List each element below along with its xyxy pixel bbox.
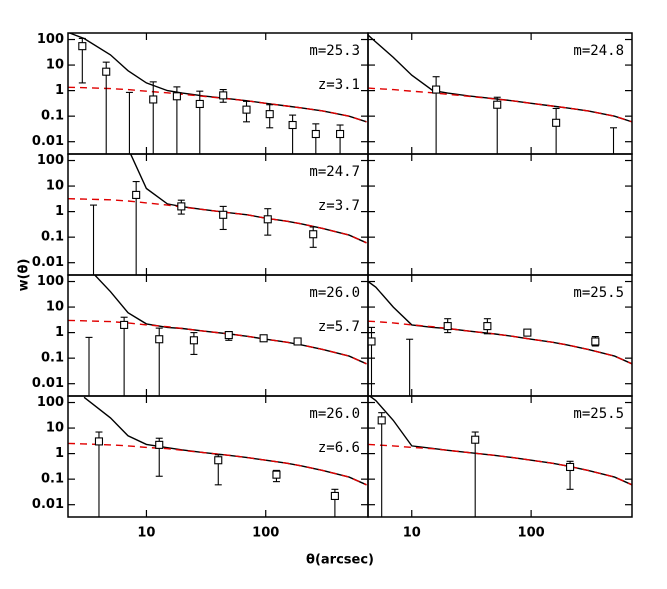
model-line <box>68 442 367 486</box>
model-line <box>368 280 632 365</box>
y-tick-label: 1 <box>55 83 64 98</box>
y-axis-label: w(θ) <box>17 259 32 292</box>
panel-annotation: z=3.7 <box>318 198 360 214</box>
y-tick-label: 10 <box>46 179 64 194</box>
y-tick-label: 100 <box>37 153 64 168</box>
y-tick-label: 1 <box>55 325 64 340</box>
data-point <box>432 85 441 94</box>
data-point <box>102 67 111 76</box>
data-point <box>483 322 492 331</box>
x-tick-label: 10 <box>137 526 155 541</box>
panel <box>68 154 367 275</box>
data-point <box>311 129 320 139</box>
data-point <box>189 336 198 345</box>
data-point <box>177 202 186 211</box>
y-tick-label: 100 <box>37 274 64 289</box>
data-point <box>132 190 141 199</box>
data-point <box>377 416 386 425</box>
panel <box>68 33 367 154</box>
data-point <box>493 100 502 109</box>
data-point <box>265 110 274 119</box>
model-line <box>68 86 367 123</box>
y-tick-label: 10 <box>46 300 64 315</box>
x-tick-label: 100 <box>518 526 545 541</box>
data-point <box>330 491 339 501</box>
panel <box>368 280 632 396</box>
panel-frame <box>367 153 633 276</box>
panel-annotation: z=3.1 <box>318 77 360 93</box>
data-point <box>523 328 532 337</box>
data-point <box>149 95 158 104</box>
data-point <box>288 120 297 130</box>
data-point <box>78 42 87 51</box>
model-line <box>368 34 632 123</box>
model-line <box>368 443 632 486</box>
data-point <box>155 335 164 344</box>
panel-annotation: z=5.7 <box>318 319 360 335</box>
y-tick-label: 0.01 <box>32 376 64 391</box>
y-tick-label: 0.01 <box>32 134 64 149</box>
data-point <box>309 230 318 239</box>
y-tick-label: 100 <box>37 32 64 47</box>
data-point <box>219 210 228 219</box>
panel-annotation: m=25.5 <box>573 406 624 422</box>
data-point <box>224 331 233 340</box>
data-point <box>94 437 104 446</box>
data-point <box>214 456 223 465</box>
data-point <box>293 337 302 346</box>
panel <box>368 396 632 517</box>
panel <box>368 34 632 154</box>
data-point <box>443 322 452 331</box>
panel-annotation: z=6.6 <box>318 440 360 456</box>
data-point <box>552 118 561 127</box>
x-tick-label: 10 <box>403 526 421 541</box>
panel-annotation: m=26.0 <box>309 285 360 301</box>
y-tick-label: 0.01 <box>32 255 64 270</box>
data-point <box>259 334 268 343</box>
panel <box>68 396 367 517</box>
panel-annotation: m=25.3 <box>309 43 360 59</box>
panel-annotation: m=24.7 <box>309 164 360 180</box>
panel <box>68 275 367 396</box>
model-line <box>368 396 632 486</box>
y-tick-label: 0.1 <box>41 109 64 124</box>
y-tick-label: 1 <box>55 204 64 219</box>
data-point <box>242 105 251 114</box>
data-point <box>195 99 204 109</box>
panel-frame <box>367 395 633 518</box>
data-point <box>172 92 181 101</box>
model-line <box>93 275 367 365</box>
panel-annotation: m=25.5 <box>573 285 624 301</box>
x-axis-label: θ(arcsec) <box>306 553 374 568</box>
model-line <box>129 154 367 244</box>
data-point <box>591 337 600 346</box>
y-tick-label: 0.1 <box>41 472 64 487</box>
data-point <box>120 320 129 329</box>
data-point <box>336 129 345 139</box>
data-point <box>155 440 164 449</box>
panel-annotation: m=26.0 <box>309 406 360 422</box>
model-line <box>68 198 367 244</box>
y-tick-label: 0.1 <box>41 351 64 366</box>
y-tick-label: 10 <box>46 58 64 73</box>
data-point <box>368 337 376 346</box>
data-point <box>471 435 480 444</box>
panel-annotation: m=24.8 <box>573 43 624 59</box>
y-tick-label: 0.01 <box>32 497 64 512</box>
data-point <box>219 91 228 100</box>
y-tick-label: 10 <box>46 421 64 436</box>
data-point <box>566 462 575 472</box>
data-point <box>263 215 272 224</box>
x-tick-label: 100 <box>252 526 279 541</box>
data-point <box>272 470 281 479</box>
model-line <box>68 319 367 365</box>
y-tick-label: 1 <box>55 446 64 461</box>
y-tick-label: 100 <box>37 395 64 410</box>
y-tick-label: 0.1 <box>41 230 64 245</box>
